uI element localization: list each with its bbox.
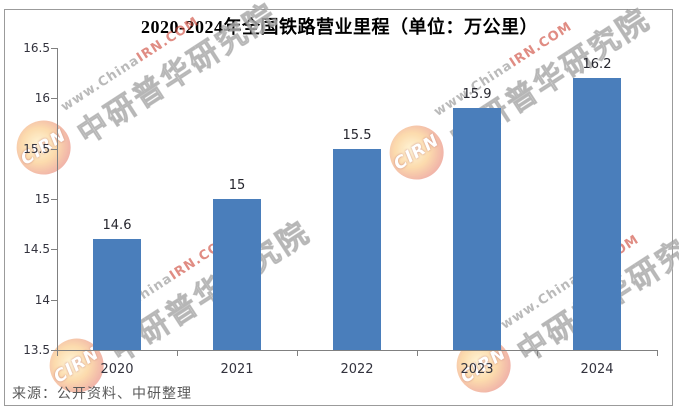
x-axis-tick <box>297 350 298 356</box>
x-axis-category-label: 2020 <box>100 362 134 377</box>
bar-2024 <box>573 78 621 350</box>
bar-value-label: 15.9 <box>462 87 492 103</box>
x-axis-line <box>57 350 658 351</box>
x-axis-category-label: 2022 <box>340 362 374 377</box>
bar-2020 <box>93 239 141 350</box>
y-axis-tick <box>51 48 57 49</box>
x-axis-tick <box>417 350 418 356</box>
y-axis-tick-label: 13.5 <box>23 343 50 357</box>
bar-value-label: 15 <box>228 178 246 193</box>
x-axis-category-label: 2023 <box>460 362 494 377</box>
bar-value-label: 14.6 <box>102 218 132 234</box>
bar-value-label: 16.2 <box>582 57 612 73</box>
y-axis-tick <box>51 98 57 100</box>
y-axis-tick-label: 14 <box>34 292 50 307</box>
y-axis-tick-label: 15.5 <box>23 141 50 156</box>
bar-2021 <box>213 199 261 350</box>
y-axis-tick-label: 16.5 <box>23 41 50 55</box>
x-axis-category-label: 2021 <box>220 362 254 377</box>
y-axis-tick <box>51 249 57 251</box>
x-axis-category-label: 2024 <box>580 362 614 377</box>
chart-border <box>4 9 673 406</box>
y-axis-tick-label: 16 <box>34 91 50 106</box>
bar-2023 <box>453 108 501 350</box>
x-axis-tick <box>657 350 658 356</box>
x-axis-tick <box>177 350 178 356</box>
y-axis-tick-label: 14.5 <box>23 242 50 257</box>
y-axis-tick <box>51 199 57 200</box>
y-axis-line <box>57 48 58 351</box>
x-axis-tick <box>57 350 58 356</box>
bar-value-label: 15.5 <box>342 127 372 143</box>
bar-2022 <box>333 148 381 350</box>
source-note: 来源：公开资料、中研整理 <box>12 387 192 402</box>
x-axis-tick <box>537 350 538 356</box>
y-axis-tick <box>51 299 57 301</box>
y-axis-tick <box>51 148 57 150</box>
chart-title: 2020-2024年全国铁路营业里程（单位：万公里） <box>141 17 538 37</box>
y-axis-tick-label: 15 <box>34 192 50 206</box>
y-axis-tick <box>51 350 57 351</box>
